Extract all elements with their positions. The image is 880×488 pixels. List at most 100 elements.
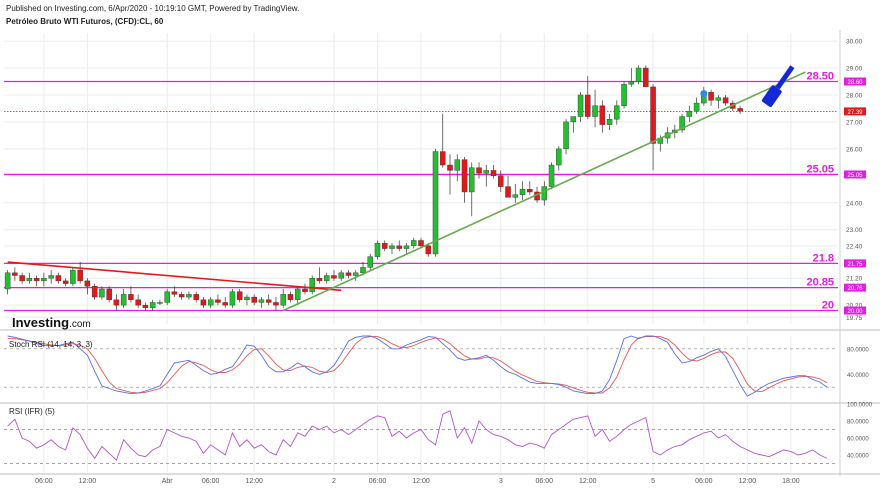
candle-body (577, 94, 584, 117)
logo-suffix: .com (69, 319, 91, 330)
candle-body (186, 294, 192, 298)
time-tick-label: 06:00 (35, 478, 53, 485)
candle-body (411, 240, 417, 247)
candle-body (222, 302, 228, 306)
time-tick-label: 06:00 (695, 478, 713, 485)
candle-body (403, 245, 410, 249)
candle-body (113, 299, 120, 306)
candle-body (722, 97, 729, 104)
candle-body (302, 288, 308, 292)
level-axis-label: 25.05 (847, 173, 863, 179)
price-tick-label: 27.00 (846, 119, 863, 126)
candle-body (490, 170, 497, 177)
level-axis-tag (844, 283, 866, 292)
price-tick-label: 28.00 (846, 92, 863, 99)
level-label: 20 (822, 300, 834, 312)
candle-body (316, 277, 323, 282)
candle-body (374, 242, 381, 257)
candle-body (215, 299, 221, 303)
horizontal-levels: 28.50 25.05 21.8 20.85 20 (4, 71, 838, 312)
trendline-descending (7, 261, 342, 292)
candle-body (77, 269, 83, 282)
candle-body (650, 86, 656, 144)
rsi-title: RSI (IFR) (5) (9, 407, 55, 416)
candle-body (171, 291, 178, 295)
price-tick-label: 29.00 (846, 66, 863, 73)
candle-body (128, 294, 134, 300)
candle-body (331, 275, 337, 279)
candle-body (157, 302, 163, 304)
candle-body (512, 194, 519, 198)
time-tick-label: 3 (499, 478, 503, 485)
candle-body (149, 302, 156, 309)
candle-body (120, 294, 127, 306)
rsi-line (7, 410, 828, 461)
candle-body (556, 148, 562, 166)
candles (4, 65, 743, 311)
candle-body (548, 164, 555, 187)
candle-body (527, 189, 533, 193)
candle-body (454, 159, 460, 171)
candle-body (200, 299, 207, 306)
candle-body (382, 242, 388, 249)
level-label: 25.05 (806, 163, 834, 175)
candle-body (236, 291, 243, 300)
candle-body (106, 288, 112, 300)
price-tick-label: 26.00 (846, 146, 863, 153)
time-axis: 06:00 12:00 Abr 06:00 12:00 2 06:00 12:00 3 06:00… (35, 478, 800, 485)
candle-body (621, 83, 627, 106)
candle-body (258, 299, 265, 303)
candle-body (592, 105, 598, 117)
candle-body (70, 269, 76, 284)
candle-body (614, 105, 620, 120)
candle-body (461, 159, 468, 193)
candle-body (498, 175, 504, 187)
price-axis: 30.0029.0028.0027.0026.0025.0024.0023.00… (844, 39, 873, 460)
candle-body (4, 272, 11, 290)
time-tick-label: 06:00 (536, 478, 554, 485)
candle-body (367, 256, 373, 268)
candle-body (178, 294, 185, 298)
level-axis-tag (844, 259, 866, 268)
candle-body (432, 151, 439, 255)
grid (0, 30, 880, 476)
level-axis-label: 20.00 (847, 309, 863, 315)
candle-body (48, 275, 54, 279)
candle-body (135, 299, 141, 306)
candle-body (287, 294, 294, 300)
price-tick-label: 22.40 (846, 243, 863, 250)
candle-body (99, 288, 105, 298)
price-tick-label: 30.00 (846, 39, 863, 46)
candle-body (309, 277, 315, 292)
time-tick-label: 12:00 (739, 478, 757, 485)
indicator-lines (7, 335, 828, 461)
stoch-k-line (7, 335, 828, 397)
candle-body (352, 272, 359, 276)
level-axis-tag (844, 170, 866, 179)
hammer-part (761, 85, 782, 107)
candle-body (396, 245, 402, 249)
hammer-part (775, 65, 795, 90)
candle-body (164, 291, 170, 303)
candle-body (425, 245, 431, 255)
overlays (700, 65, 795, 107)
time-tick-label: 12:00 (579, 478, 597, 485)
level-label: 20.85 (806, 277, 834, 289)
time-tick-label: 12:00 (412, 478, 430, 485)
logo-main: Investing (12, 315, 69, 330)
candle-body (643, 67, 649, 88)
rsi-tick-label: 60.0000 (847, 437, 869, 443)
candle-body (737, 108, 743, 112)
trendlines (7, 71, 806, 312)
candle-body (142, 304, 149, 309)
candle-body (251, 296, 257, 303)
rsi-tick-label: 40.0000 (847, 454, 869, 460)
candle-body (389, 245, 395, 249)
candle-body (715, 97, 722, 101)
investing-logo: Investing.com (12, 315, 91, 330)
candle-body (505, 186, 511, 198)
candle-body (193, 294, 199, 300)
candle-body (476, 167, 482, 174)
candle-body (12, 272, 18, 276)
